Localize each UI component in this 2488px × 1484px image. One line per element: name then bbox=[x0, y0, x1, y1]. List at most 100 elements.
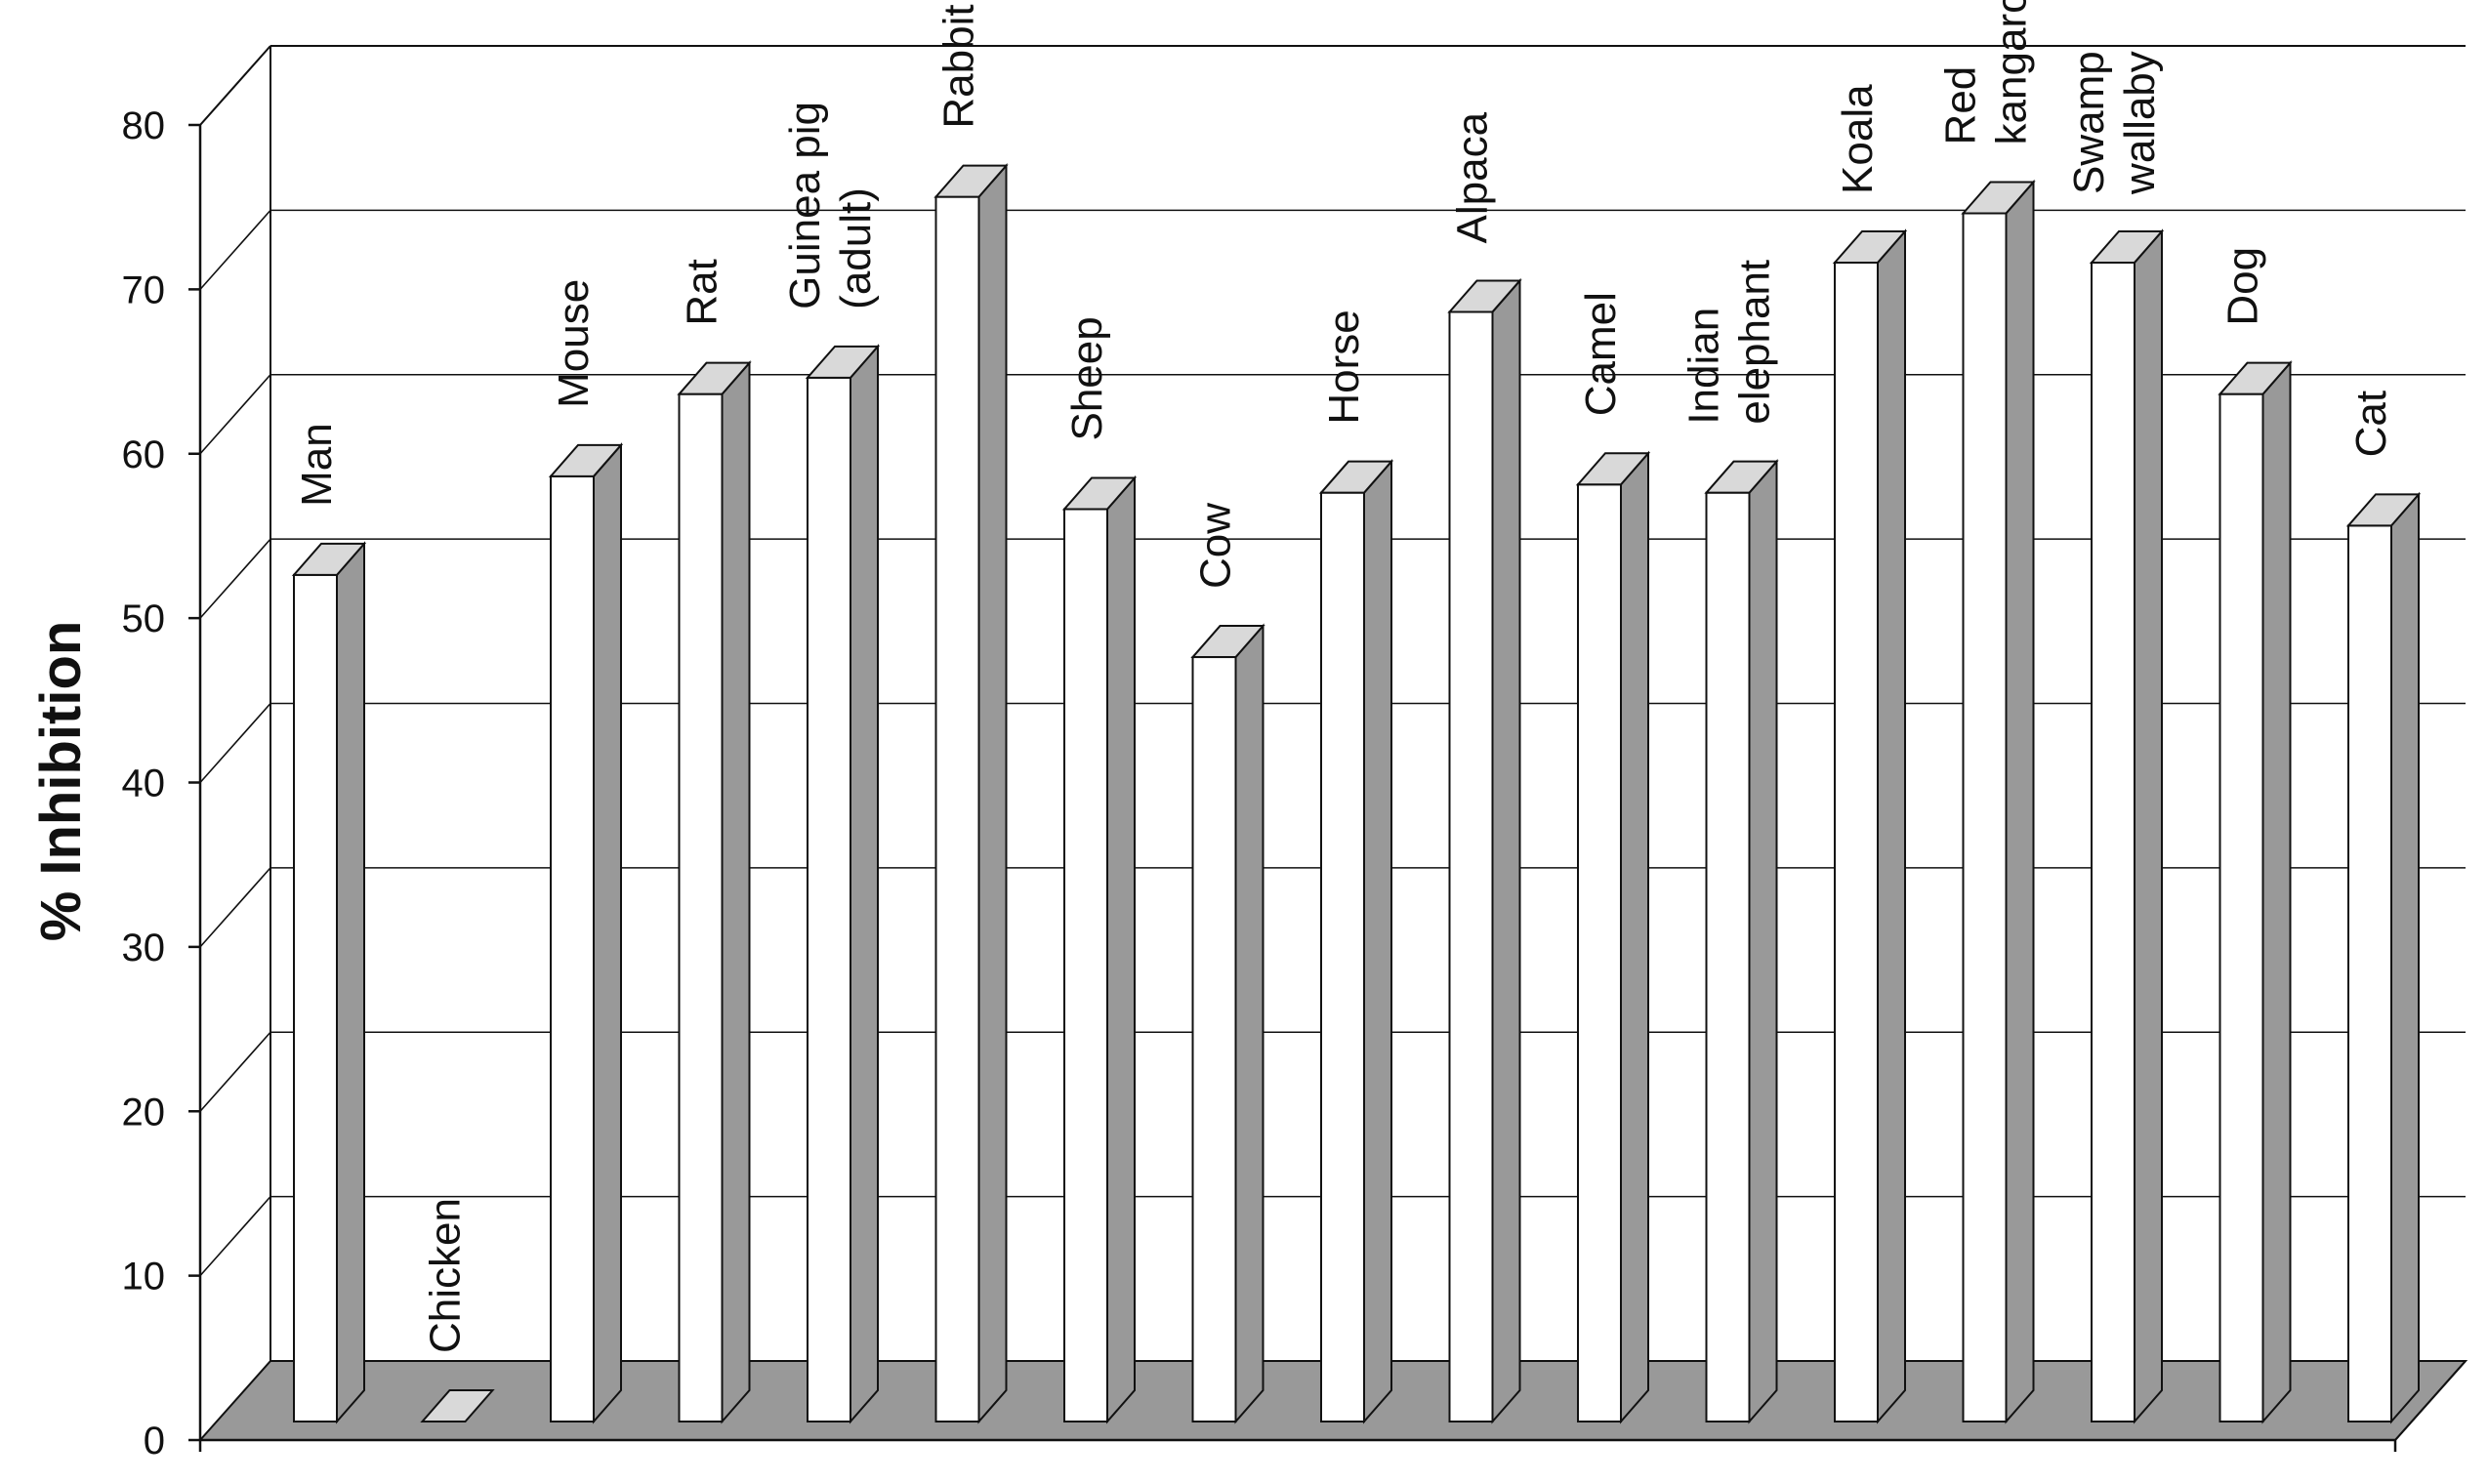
gridline-diagonal bbox=[199, 209, 271, 290]
bar-front bbox=[2347, 524, 2392, 1422]
bar-top bbox=[2089, 229, 2165, 264]
bar-top bbox=[420, 1389, 495, 1422]
bar-top bbox=[1575, 452, 1651, 486]
category-label: Alpaca bbox=[1449, 111, 1497, 243]
bars bbox=[291, 162, 2422, 1424]
y-tick-label: 10 bbox=[122, 1256, 166, 1298]
gridline-diagonal bbox=[199, 45, 271, 126]
bar-front bbox=[550, 474, 595, 1422]
category-label: Horse bbox=[1320, 309, 1368, 424]
bar-front bbox=[1191, 656, 1237, 1422]
floor-right-edge bbox=[2394, 1360, 2467, 1441]
category-label: Sheep bbox=[1063, 316, 1111, 440]
category-label: Cat bbox=[2347, 391, 2395, 457]
bar bbox=[2345, 491, 2422, 1424]
bar-front bbox=[1834, 261, 1879, 1422]
bar-side bbox=[593, 442, 622, 1424]
bar bbox=[1961, 179, 2036, 1424]
y-tick-label: 30 bbox=[122, 927, 166, 969]
bar-side bbox=[1363, 459, 1392, 1424]
y-tick-label: 50 bbox=[122, 598, 166, 640]
bar-front bbox=[1448, 310, 1494, 1422]
bar-top bbox=[677, 361, 752, 395]
bar-side bbox=[977, 162, 1008, 1424]
category-labels: Man Chicken Mouse Rat Guinea pig (adult) Rabbi… bbox=[293, 0, 2395, 1353]
category-label: (adult) bbox=[832, 187, 880, 309]
bar-front bbox=[1320, 491, 1365, 1422]
bar-top bbox=[1061, 476, 1138, 511]
bar-top bbox=[805, 345, 881, 379]
bar-side bbox=[2261, 359, 2292, 1424]
category-label: Guinea pig bbox=[781, 102, 829, 309]
category-label: Mouse bbox=[550, 279, 598, 408]
gridline-diagonal bbox=[199, 374, 271, 455]
bar-front bbox=[678, 392, 724, 1422]
gridline-diagonal bbox=[199, 1196, 271, 1277]
bar-side bbox=[721, 359, 751, 1424]
bar-front bbox=[293, 573, 338, 1422]
category-label: Swamp bbox=[2065, 51, 2113, 194]
bar-front bbox=[1063, 508, 1108, 1422]
bar-side bbox=[1620, 450, 1649, 1424]
bar-side bbox=[2390, 491, 2420, 1424]
y-tick-label: 60 bbox=[122, 433, 166, 476]
bar-side bbox=[1877, 228, 1906, 1424]
bar-side bbox=[1106, 474, 1136, 1424]
bar-top bbox=[933, 164, 1009, 198]
bar-front bbox=[2091, 261, 2136, 1422]
bar bbox=[1832, 228, 1908, 1424]
bar-front bbox=[1962, 212, 2008, 1423]
bar-top bbox=[2345, 493, 2422, 527]
bar-side bbox=[2005, 179, 2035, 1424]
bar bbox=[677, 359, 752, 1424]
y-tick-label: 80 bbox=[122, 104, 166, 147]
bar-top bbox=[2218, 361, 2293, 395]
bar-front bbox=[934, 195, 980, 1423]
y-tick-label: 20 bbox=[122, 1091, 166, 1134]
category-label: Cow bbox=[1192, 503, 1240, 589]
category-label: Dog bbox=[2219, 247, 2267, 326]
category-label: elephant bbox=[1731, 260, 1779, 425]
bar bbox=[291, 541, 367, 1424]
bar-top bbox=[1704, 460, 1779, 494]
bar-top bbox=[1961, 181, 2036, 215]
bar bbox=[1575, 450, 1651, 1424]
bar bbox=[2218, 359, 2293, 1424]
gridline-diagonal bbox=[199, 867, 271, 948]
category-label: Koala bbox=[1834, 84, 1882, 194]
gridline-diagonal bbox=[199, 702, 271, 784]
gridline-diagonal bbox=[199, 1031, 271, 1112]
category-label: Chicken bbox=[422, 1198, 470, 1353]
bar-side bbox=[1491, 277, 1521, 1424]
bar-top bbox=[1190, 625, 1265, 659]
bar bbox=[1318, 459, 1394, 1424]
gridline-diagonal bbox=[199, 538, 271, 619]
bar bbox=[1704, 459, 1779, 1424]
category-label: kangaroo bbox=[1988, 0, 2036, 144]
bar-top bbox=[291, 542, 367, 576]
bar bbox=[420, 1389, 495, 1422]
bar-side bbox=[1748, 459, 1778, 1424]
y-axis-label: % Inhibition bbox=[29, 621, 93, 942]
bar-side bbox=[850, 344, 879, 1424]
y-tick-label: 0 bbox=[144, 1420, 165, 1463]
category-label: Man bbox=[293, 423, 341, 507]
bar bbox=[805, 344, 881, 1424]
category-label: wallaby bbox=[2116, 51, 2164, 195]
y-tick-label: 40 bbox=[122, 763, 166, 805]
bar bbox=[1190, 623, 1265, 1424]
bar-side bbox=[1234, 623, 1265, 1424]
bar bbox=[1447, 277, 1522, 1424]
category-label: Camel bbox=[1577, 292, 1625, 416]
bar-top bbox=[1447, 279, 1522, 313]
y-axis: 0 10 20 30 40 50 60 70 80 bbox=[122, 104, 2467, 1463]
bar bbox=[1061, 474, 1138, 1424]
bar-side bbox=[2134, 228, 2163, 1424]
bar bbox=[548, 442, 624, 1424]
bar-side bbox=[336, 541, 365, 1424]
category-label: Rat bbox=[679, 259, 726, 325]
bar bbox=[933, 162, 1009, 1424]
bar-front bbox=[807, 376, 851, 1423]
bar-front bbox=[1577, 483, 1622, 1422]
